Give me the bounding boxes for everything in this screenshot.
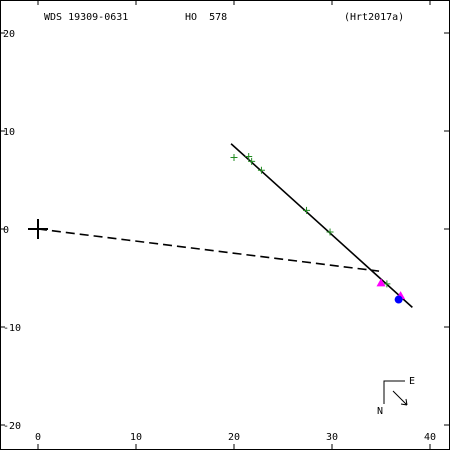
x-tick-label: 30 xyxy=(326,432,338,443)
y-tick-label: 10 xyxy=(3,127,15,138)
primary-star-icon xyxy=(28,219,48,239)
observation-triangle-point xyxy=(376,278,386,287)
y-tick-label: -20 xyxy=(3,421,21,432)
observation-plus-point xyxy=(248,157,256,165)
x-tick-label: 40 xyxy=(424,432,436,443)
axis-tick-labels: 0 10 20 30 40 20 10 0 -10 -20 xyxy=(3,29,436,443)
observation-plus-point xyxy=(230,153,238,161)
observation-plus-point xyxy=(245,152,253,160)
observation-plus-point xyxy=(326,228,334,236)
line-of-nodes xyxy=(37,228,380,272)
wds-designation: WDS 19309-0631 xyxy=(44,12,128,23)
x-tick-label: 0 xyxy=(35,432,41,443)
compass-north-label: N xyxy=(377,406,383,417)
compass-axes xyxy=(383,380,405,404)
motion-arrow-icon xyxy=(392,390,408,406)
y-tick-label: 20 xyxy=(3,29,15,40)
observation-marks xyxy=(230,152,406,304)
y-tick-label: -10 xyxy=(3,323,21,334)
orbit-reference: (Hrt2017a) xyxy=(344,12,404,23)
predicted-position-point xyxy=(394,295,403,304)
observation-plus-point xyxy=(257,166,265,174)
x-tick-label: 20 xyxy=(228,432,240,443)
observation-plus-point xyxy=(303,206,311,214)
y-tick-label: 0 xyxy=(3,225,9,236)
discoverer-designation: HO 578 xyxy=(185,12,227,23)
compass-rose: E N xyxy=(377,376,415,417)
compass-east-label: E xyxy=(409,376,415,387)
observation-plus-point xyxy=(383,280,391,288)
x-tick-label: 10 xyxy=(130,432,142,443)
